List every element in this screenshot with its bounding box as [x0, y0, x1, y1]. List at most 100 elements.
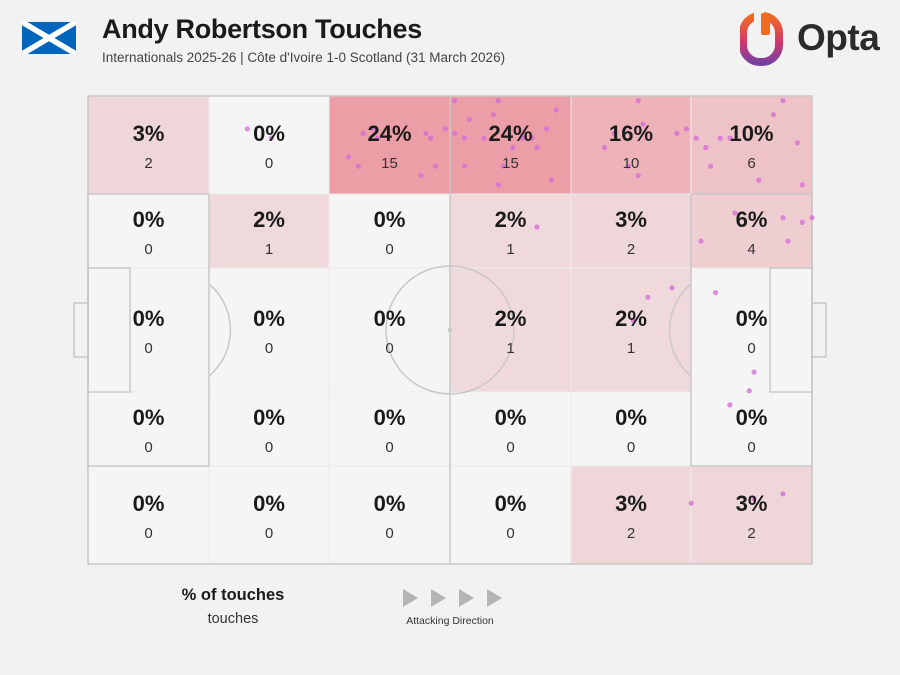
zone-count: 0	[144, 340, 152, 357]
touch-dot	[674, 130, 680, 136]
zone-percentage: 2%	[495, 207, 527, 232]
zone-percentage: 0%	[736, 306, 768, 331]
touch-dot	[418, 173, 424, 179]
zone-percentage: 10%	[729, 121, 773, 146]
heatmap-cell	[449, 465, 572, 565]
touch-dot	[746, 388, 752, 394]
touch-dot	[693, 135, 699, 141]
centre-circle	[385, 265, 515, 395]
heatmap-cell	[328, 267, 451, 393]
touch-dot	[442, 126, 448, 132]
opta-logo-icon	[740, 12, 783, 66]
touch-dot	[799, 219, 805, 225]
touch-dot	[717, 135, 723, 141]
touch-dot	[780, 491, 786, 497]
zone-percentage: 0%	[374, 306, 406, 331]
touch-dot	[346, 154, 352, 160]
touch-dot	[268, 135, 274, 141]
zone-percentage: 16%	[609, 121, 653, 146]
touch-dot	[780, 98, 786, 104]
zone-count: 0	[265, 439, 273, 456]
touch-dot	[708, 163, 714, 169]
zone-count: 10	[623, 155, 640, 172]
zone-count: 0	[144, 439, 152, 456]
triangle-right-icon	[431, 589, 446, 607]
touch-dot	[712, 290, 719, 296]
zone-count: 15	[502, 155, 519, 172]
touch-dot	[669, 285, 675, 291]
page-subtitle: Internationals 2025-26 | Côte d'Ivoire 1…	[102, 50, 506, 65]
zone-count: 0	[385, 525, 393, 542]
zone-percentage: 0%	[253, 306, 285, 331]
zone-percentage: 3%	[133, 121, 165, 146]
touch-dot	[360, 130, 366, 136]
heatmap-cell	[208, 95, 330, 195]
touch-dot	[553, 107, 559, 113]
zone-percentage: 2%	[253, 207, 285, 232]
zone-count: 6	[747, 155, 755, 172]
zone-percentage: 0%	[133, 306, 165, 331]
heatmap-cell	[87, 465, 210, 565]
zone-count: 0	[627, 439, 635, 456]
zone-count: 0	[747, 340, 755, 357]
zone-count: 2	[144, 155, 152, 172]
touch-dot	[461, 163, 468, 169]
touch-dot	[635, 173, 641, 179]
zone-count: 0	[506, 439, 514, 456]
touch-dot	[534, 224, 540, 230]
touch-dot	[640, 121, 646, 127]
scotland-flag-icon	[22, 22, 76, 54]
touch-dot	[500, 163, 506, 169]
touch-dot	[495, 98, 501, 104]
touch-dot	[534, 144, 540, 151]
touch-dot	[727, 135, 733, 141]
legend-subtitle: touches	[207, 611, 259, 627]
heatmap-cell	[449, 391, 572, 467]
zone-percentage: 24%	[367, 121, 411, 146]
zone-count: 0	[265, 340, 273, 357]
zone-percentage: 0%	[495, 491, 527, 516]
touch-dot	[452, 98, 458, 104]
zone-count: 0	[265, 525, 273, 542]
heatmap-cell	[570, 391, 692, 467]
touch-dot	[510, 144, 516, 151]
zone-percentage: 0%	[615, 405, 647, 430]
touch-dot	[630, 318, 637, 324]
touch-dot	[543, 126, 550, 132]
touch-dot	[548, 177, 554, 183]
heatmap-cell	[690, 267, 813, 393]
heatmap-cell	[87, 391, 210, 467]
zone-percentage: 3%	[615, 207, 647, 232]
touch-dot	[794, 140, 801, 146]
touch-dot	[688, 500, 694, 506]
zone-percentage: 0%	[374, 207, 406, 232]
touch-dot	[423, 130, 429, 136]
legend-title: % of touches	[181, 586, 285, 604]
left-goal	[73, 302, 89, 358]
zone-percentage: 0%	[133, 207, 165, 232]
touch-dot	[611, 130, 617, 136]
zone-percentage: 6%	[736, 207, 768, 232]
right-goal	[811, 302, 827, 358]
zone-percentage: 0%	[133, 491, 165, 516]
right-penalty-arc	[668, 283, 692, 377]
heatmap-cell	[328, 193, 451, 269]
touch-dot	[452, 130, 458, 136]
heatmap-cell	[208, 193, 330, 269]
touch-dot	[703, 144, 709, 151]
touch-dot	[732, 210, 738, 216]
zone-count: 0	[144, 525, 152, 542]
zone-percentage: 0%	[253, 121, 285, 146]
zone-count: 0	[144, 241, 152, 258]
zone-percentage: 3%	[615, 491, 647, 516]
zone-count: 1	[627, 340, 635, 357]
touch-dot	[244, 126, 250, 132]
touch-dot	[432, 163, 439, 169]
opta-logo-text: Opta	[797, 17, 880, 58]
zone-count: 4	[747, 241, 755, 258]
zone-percentage: 2%	[615, 306, 647, 331]
pitch-markings	[73, 95, 827, 565]
zone-percentage: 0%	[736, 405, 768, 430]
triangle-right-icon	[459, 589, 474, 607]
heatmap-cell	[208, 465, 330, 565]
